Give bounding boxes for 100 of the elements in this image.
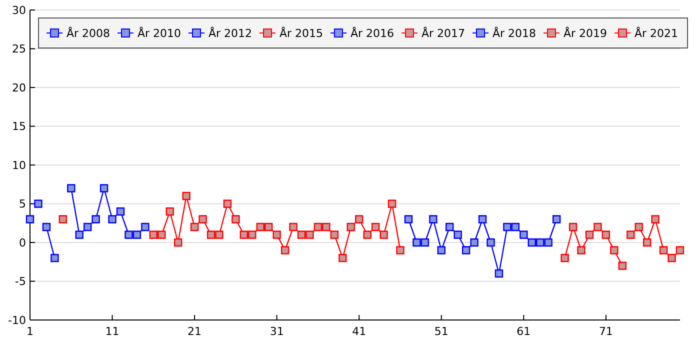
point <box>412 238 421 247</box>
point <box>280 246 290 254</box>
point <box>494 269 504 278</box>
point <box>429 215 438 224</box>
y-tick-label: 25 <box>12 42 26 56</box>
point <box>240 230 248 239</box>
point <box>306 230 314 239</box>
legend-label: År 2018 <box>492 26 536 40</box>
point <box>141 222 150 232</box>
point <box>124 230 133 239</box>
point <box>26 215 34 224</box>
point <box>330 230 339 239</box>
point <box>314 222 322 232</box>
y-tick-label: 15 <box>12 120 26 134</box>
point <box>437 246 446 254</box>
point <box>396 246 404 254</box>
point <box>272 230 281 239</box>
point <box>174 238 182 247</box>
point <box>264 222 273 232</box>
point <box>659 246 668 254</box>
point <box>420 238 430 247</box>
point <box>322 222 330 232</box>
point <box>528 238 536 247</box>
point <box>634 222 643 232</box>
point <box>215 230 224 239</box>
x-tick-label: 41 <box>352 325 366 338</box>
point <box>544 238 552 247</box>
legend-label: År 2021 <box>634 26 678 40</box>
point <box>363 230 372 239</box>
y-tick-label: -5 <box>15 275 26 288</box>
point <box>108 215 116 224</box>
point <box>486 238 495 247</box>
point <box>536 238 544 247</box>
y-tick-label: 30 <box>12 4 26 17</box>
point <box>552 215 561 224</box>
point <box>577 246 586 254</box>
point <box>42 222 51 232</box>
point <box>116 207 125 216</box>
point <box>34 200 42 208</box>
point <box>568 222 578 232</box>
point <box>454 230 462 239</box>
point <box>132 230 142 239</box>
point <box>297 230 306 239</box>
point <box>149 230 158 239</box>
point <box>182 192 190 200</box>
point <box>58 215 68 224</box>
x-tick-label: 21 <box>188 325 202 338</box>
point <box>676 246 684 254</box>
point <box>585 230 594 239</box>
x-tick-label: 51 <box>434 325 448 338</box>
point <box>462 246 470 254</box>
point <box>610 246 618 254</box>
point <box>92 215 100 224</box>
point <box>50 254 59 262</box>
point <box>206 230 216 239</box>
point <box>158 230 166 239</box>
x-tick-label: 31 <box>270 325 284 338</box>
point <box>256 222 264 232</box>
point <box>511 222 520 232</box>
y-tick-label: -10 <box>8 314 26 327</box>
point <box>338 254 347 262</box>
point <box>289 222 298 232</box>
legend-label: År 2019 <box>564 26 608 40</box>
x-tick-label: 61 <box>516 325 531 338</box>
legend-label: År 2010 <box>138 26 182 40</box>
point <box>346 222 355 232</box>
point <box>232 215 240 224</box>
legend-label: År 2017 <box>422 26 466 40</box>
point <box>198 215 207 224</box>
y-tick-label: 20 <box>12 81 26 94</box>
point <box>560 254 569 262</box>
point <box>190 222 199 232</box>
legend-label: År 2015 <box>280 26 324 40</box>
point <box>100 184 108 192</box>
point <box>166 207 174 216</box>
legend-label: År 2016 <box>350 26 394 40</box>
point <box>67 184 76 192</box>
x-tick-label: 71 <box>598 325 613 338</box>
point <box>602 230 610 239</box>
point <box>478 215 487 224</box>
point <box>83 222 92 232</box>
point <box>404 215 413 224</box>
point <box>651 215 660 224</box>
point <box>520 230 528 239</box>
point <box>642 238 652 247</box>
point <box>248 230 256 239</box>
point <box>388 200 396 208</box>
y-tick-label: 10 <box>12 158 26 172</box>
point <box>470 238 478 247</box>
point <box>618 262 627 270</box>
y-tick-label: 5 <box>19 198 26 211</box>
point <box>594 222 602 232</box>
point <box>626 230 635 239</box>
x-tick-label: 1 <box>26 325 34 338</box>
point <box>446 222 454 232</box>
point <box>668 254 676 262</box>
x-tick-label: 11 <box>105 325 120 338</box>
point <box>380 230 388 239</box>
point <box>503 222 512 232</box>
point <box>75 230 84 239</box>
